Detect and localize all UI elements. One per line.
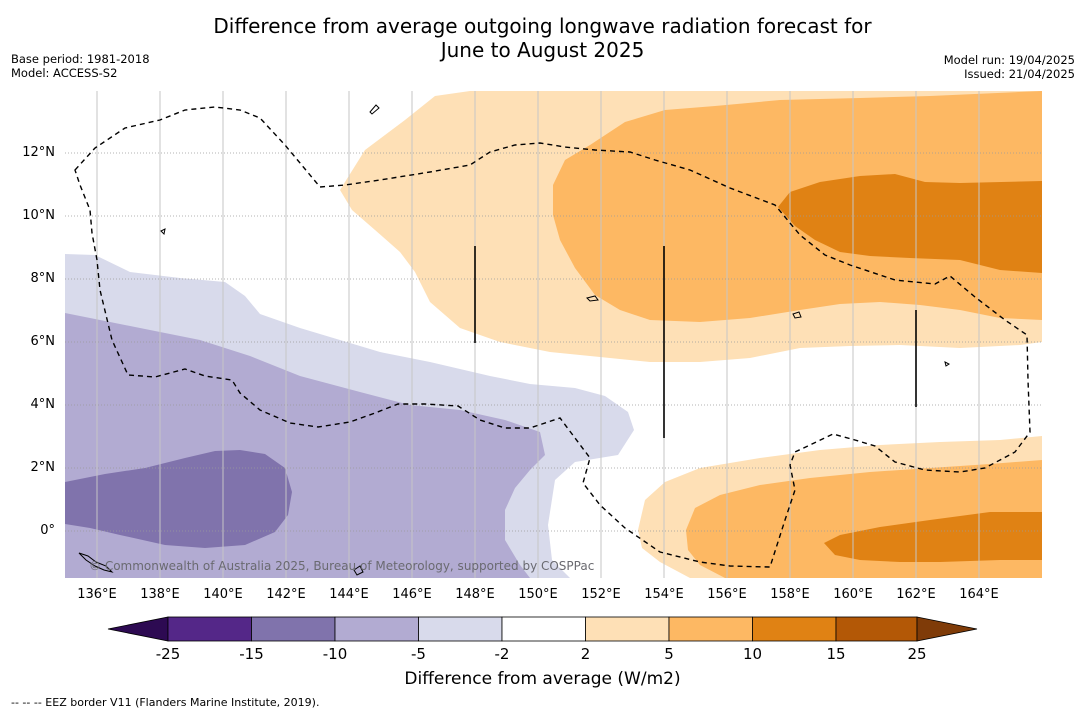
base-period: Base period: 1981-2018	[11, 52, 150, 66]
colorbar-swatch-9	[835, 616, 918, 642]
colorbar-label: Difference from average (W/m2)	[404, 669, 681, 689]
lat-label-2n: 2°N	[30, 460, 56, 475]
lon-label-164e: 164°E	[959, 587, 999, 602]
colorbar-tick: -2	[494, 645, 510, 663]
meta-right: Model run: 19/04/2025 Issued: 21/04/2025	[944, 53, 1075, 81]
colorbar-tick: -10	[322, 645, 348, 663]
lat-label-0: 0°	[40, 523, 55, 538]
footnote-eez-border: -- -- -- EEZ border V11 (Flanders Marine…	[11, 696, 320, 709]
colorbar-tick: -15	[239, 645, 264, 663]
colorbar-tick: 15	[826, 645, 846, 663]
colorbar-swatch-8	[752, 616, 837, 642]
colorbar-swatch-3	[334, 616, 419, 642]
copyright-notice: © Commonwealth of Australia 2025, Bureau…	[89, 559, 595, 573]
title-line-1: Difference from average outgoing longwav…	[213, 14, 872, 38]
island-outlines	[78, 104, 950, 576]
positive-anomaly-strong-south	[824, 512, 1042, 562]
lat-label-8n: 8°N	[30, 271, 56, 286]
negative-anomaly-strong	[65, 450, 292, 548]
lon-label-156e: 156°E	[707, 587, 747, 602]
lat-label-4n: 4°N	[30, 397, 56, 412]
colorbar-swatch-6	[585, 616, 670, 642]
colorbar-extend-high	[916, 616, 978, 642]
eez-border	[74, 106, 1031, 568]
meta-left: Base period: 1981-2018 Model: ACCESS-S2	[11, 52, 150, 80]
positive-anomaly-strong-north	[778, 174, 1042, 273]
lon-label-158e: 158°E	[770, 587, 810, 602]
map-title: Difference from average outgoing longwav…	[0, 14, 1085, 62]
olr-anomaly-map	[65, 91, 1042, 578]
lon-label-150e: 150°E	[518, 587, 558, 602]
lon-label-148e: 148°E	[455, 587, 495, 602]
colorbar-swatch-5	[501, 616, 586, 642]
lat-label-6n: 6°N	[30, 334, 56, 349]
colorbar-tick: 25	[907, 645, 927, 663]
issued-date: Issued: 21/04/2025	[964, 67, 1075, 81]
colorbar-swatch-1	[167, 616, 252, 642]
lon-label-138e: 138°E	[140, 587, 180, 602]
lat-label-12n: 12°N	[22, 145, 55, 160]
lon-label-160e: 160°E	[833, 587, 873, 602]
lon-label-140e: 140°E	[203, 587, 243, 602]
title-line-2: June to August 2025	[440, 38, 645, 62]
colorbar-swatch-7	[668, 616, 753, 642]
colorbar-tick: -5	[411, 645, 426, 663]
lon-label-162e: 162°E	[896, 587, 936, 602]
colorbar-tick: 2	[580, 645, 591, 663]
colorbar-swatch-4	[418, 616, 503, 642]
lon-label-154e: 154°E	[644, 587, 684, 602]
lon-label-152e: 152°E	[581, 587, 621, 602]
lon-label-146e: 146°E	[392, 587, 432, 602]
colorbar-extend-low	[107, 616, 169, 642]
colorbar	[107, 616, 978, 642]
map-panel	[65, 91, 1042, 578]
colorbar-tick: 5	[664, 645, 674, 663]
boundary-lines	[474, 246, 917, 438]
lat-label-10n: 10°N	[22, 208, 55, 223]
colorbar-swatch-2	[251, 616, 336, 642]
lon-label-142e: 142°E	[266, 587, 306, 602]
lon-label-136e: 136°E	[77, 587, 117, 602]
colorbar-tick: 10	[742, 645, 763, 663]
model-run: Model run: 19/04/2025	[943, 53, 1075, 67]
colorbar-tick: -25	[155, 645, 181, 663]
model-name: Model: ACCESS-S2	[11, 66, 118, 80]
lon-label-144e: 144°E	[329, 587, 369, 602]
latitude-gridlines	[65, 152, 1042, 532]
